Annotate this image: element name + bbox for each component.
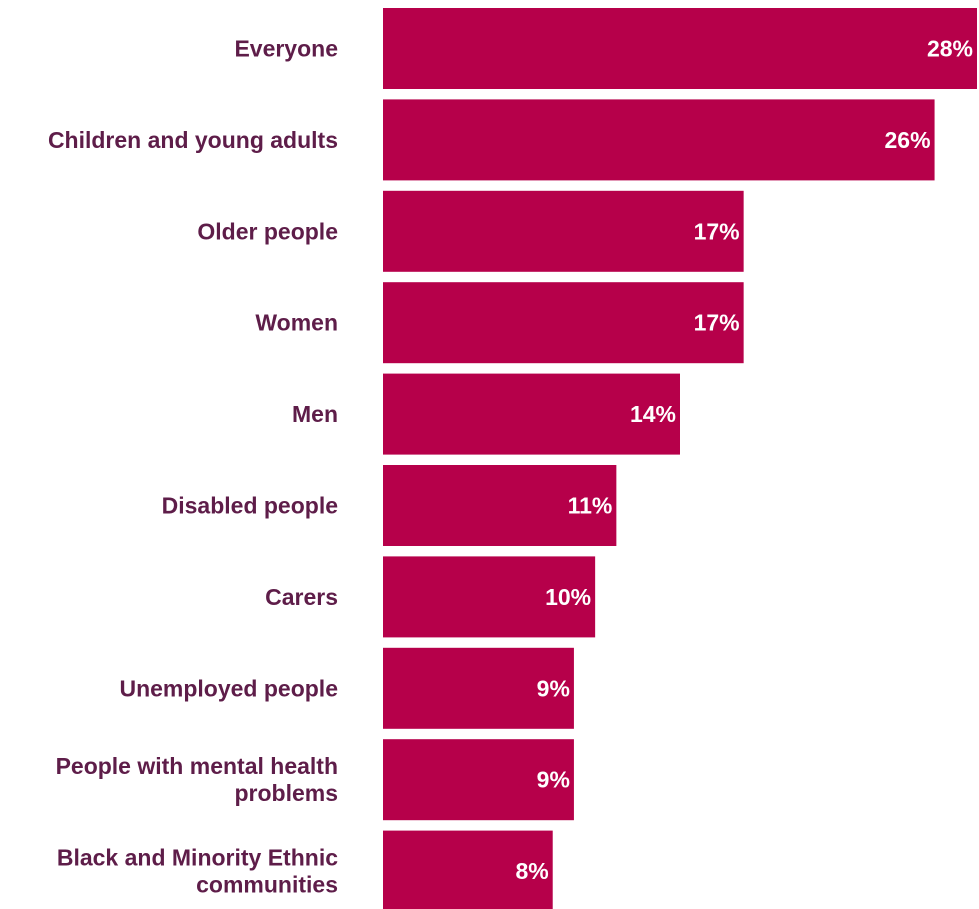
- category-label: Carers: [265, 584, 338, 610]
- bar: [383, 647, 574, 729]
- bar: [383, 373, 680, 455]
- bar-value-label: 9%: [537, 675, 570, 701]
- bar-value-label: 11%: [568, 493, 613, 519]
- bar: [383, 190, 744, 272]
- category-label: Women: [255, 310, 338, 336]
- bars-group: [383, 8, 977, 909]
- bar-value-label: 17%: [694, 310, 740, 336]
- bar: [383, 8, 977, 89]
- bar: [383, 99, 935, 181]
- category-label: People with mental health problems: [56, 753, 338, 806]
- category-label: Children and young adults: [48, 127, 338, 153]
- bar: [383, 830, 553, 909]
- bar: [383, 556, 596, 638]
- bar-value-label: 17%: [694, 218, 740, 244]
- bar-value-label: 10%: [545, 584, 591, 610]
- category-label: Disabled people: [162, 493, 338, 519]
- value-labels-group: 28% 26% 17% 17% 14% 11% 10% 9% 9% 8%: [515, 36, 973, 885]
- bar: [383, 465, 617, 546]
- bar-value-label: 26%: [885, 127, 931, 153]
- bar-value-label: 28%: [927, 36, 973, 62]
- bar-value-label: 9%: [537, 767, 570, 793]
- bar: [383, 739, 574, 821]
- bar-value-label: 14%: [630, 401, 676, 427]
- category-label: Unemployed people: [119, 675, 338, 701]
- category-label: Older people: [197, 218, 338, 244]
- category-label: Everyone: [234, 36, 338, 62]
- bar-value-label: 8%: [515, 858, 548, 884]
- category-label: Black and Minority Ethnic communities: [57, 845, 338, 898]
- category-label: Men: [292, 401, 338, 427]
- category-labels-group: Everyone Children and young adults Older p…: [48, 36, 338, 898]
- bar: [383, 282, 744, 364]
